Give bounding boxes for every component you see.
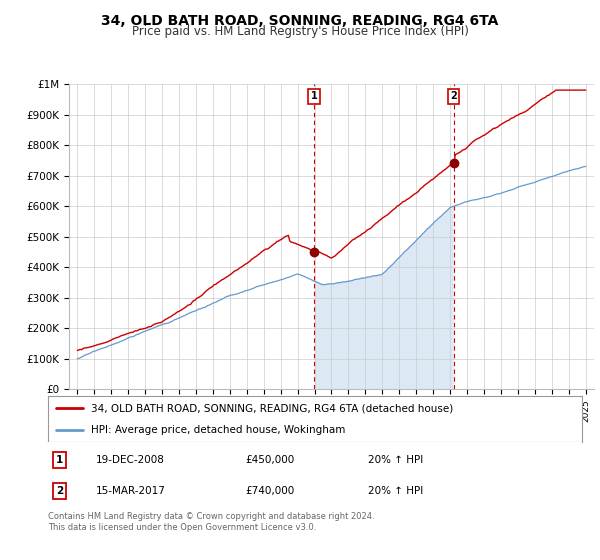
Text: 20% ↑ HPI: 20% ↑ HPI xyxy=(368,455,424,465)
Text: 1: 1 xyxy=(311,91,317,101)
Text: Price paid vs. HM Land Registry's House Price Index (HPI): Price paid vs. HM Land Registry's House … xyxy=(131,25,469,38)
Text: 2: 2 xyxy=(450,91,457,101)
Text: 20% ↑ HPI: 20% ↑ HPI xyxy=(368,486,424,496)
Text: 34, OLD BATH ROAD, SONNING, READING, RG4 6TA: 34, OLD BATH ROAD, SONNING, READING, RG4… xyxy=(101,14,499,28)
Text: £450,000: £450,000 xyxy=(245,455,295,465)
Text: £740,000: £740,000 xyxy=(245,486,295,496)
Text: 19-DEC-2008: 19-DEC-2008 xyxy=(96,455,165,465)
Text: 15-MAR-2017: 15-MAR-2017 xyxy=(96,486,166,496)
Text: 2: 2 xyxy=(56,486,64,496)
Text: Contains HM Land Registry data © Crown copyright and database right 2024.
This d: Contains HM Land Registry data © Crown c… xyxy=(48,512,374,532)
Text: HPI: Average price, detached house, Wokingham: HPI: Average price, detached house, Woki… xyxy=(91,426,345,436)
Text: 1: 1 xyxy=(56,455,64,465)
Text: 34, OLD BATH ROAD, SONNING, READING, RG4 6TA (detached house): 34, OLD BATH ROAD, SONNING, READING, RG4… xyxy=(91,403,453,413)
